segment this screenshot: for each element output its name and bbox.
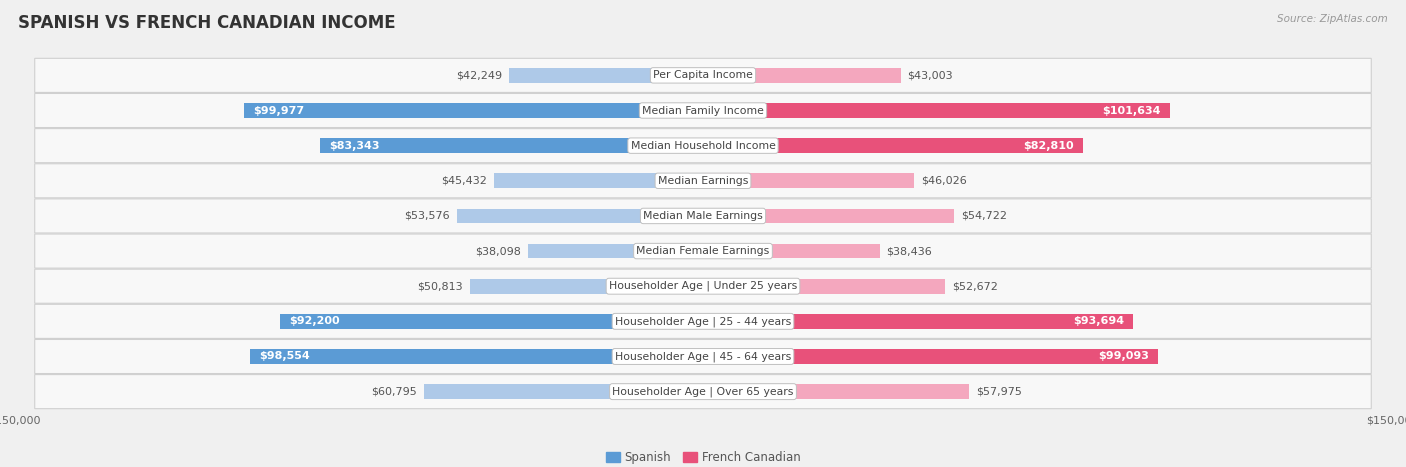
Bar bbox=[457, 209, 703, 223]
Text: $45,432: $45,432 bbox=[441, 176, 488, 186]
Text: $92,200: $92,200 bbox=[288, 316, 339, 326]
Bar bbox=[703, 349, 1159, 364]
Bar bbox=[280, 314, 703, 329]
Text: $46,026: $46,026 bbox=[921, 176, 967, 186]
Bar bbox=[703, 103, 1170, 118]
Bar bbox=[703, 209, 955, 223]
Text: $43,003: $43,003 bbox=[907, 71, 953, 80]
Text: $42,249: $42,249 bbox=[456, 71, 502, 80]
Text: Median Household Income: Median Household Income bbox=[630, 141, 776, 151]
Text: $60,795: $60,795 bbox=[371, 387, 418, 396]
FancyBboxPatch shape bbox=[35, 128, 1371, 163]
Text: Median Female Earnings: Median Female Earnings bbox=[637, 246, 769, 256]
Text: Householder Age | Over 65 years: Householder Age | Over 65 years bbox=[612, 386, 794, 397]
Bar bbox=[250, 349, 703, 364]
Bar bbox=[703, 68, 900, 83]
Text: $52,672: $52,672 bbox=[952, 281, 998, 291]
Text: Householder Age | Under 25 years: Householder Age | Under 25 years bbox=[609, 281, 797, 291]
Text: $83,343: $83,343 bbox=[329, 141, 380, 151]
Bar bbox=[243, 103, 703, 118]
FancyBboxPatch shape bbox=[35, 199, 1371, 233]
Bar bbox=[703, 279, 945, 294]
Text: $57,975: $57,975 bbox=[976, 387, 1022, 396]
Bar bbox=[321, 138, 703, 153]
Bar bbox=[529, 244, 703, 258]
FancyBboxPatch shape bbox=[35, 234, 1371, 268]
Text: $98,554: $98,554 bbox=[260, 352, 311, 361]
FancyBboxPatch shape bbox=[35, 340, 1371, 374]
Text: $82,810: $82,810 bbox=[1024, 141, 1074, 151]
Legend: Spanish, French Canadian: Spanish, French Canadian bbox=[600, 446, 806, 467]
Bar bbox=[703, 173, 914, 188]
FancyBboxPatch shape bbox=[35, 269, 1371, 303]
Bar bbox=[703, 244, 880, 258]
FancyBboxPatch shape bbox=[35, 58, 1371, 92]
Text: $50,813: $50,813 bbox=[418, 281, 463, 291]
Bar bbox=[495, 173, 703, 188]
Text: $38,098: $38,098 bbox=[475, 246, 522, 256]
Text: Median Earnings: Median Earnings bbox=[658, 176, 748, 186]
Text: Median Family Income: Median Family Income bbox=[643, 106, 763, 115]
Bar bbox=[703, 314, 1133, 329]
Bar bbox=[423, 384, 703, 399]
Text: $99,977: $99,977 bbox=[253, 106, 304, 115]
Text: SPANISH VS FRENCH CANADIAN INCOME: SPANISH VS FRENCH CANADIAN INCOME bbox=[18, 14, 396, 32]
Text: $93,694: $93,694 bbox=[1073, 316, 1125, 326]
Text: Source: ZipAtlas.com: Source: ZipAtlas.com bbox=[1277, 14, 1388, 24]
FancyBboxPatch shape bbox=[35, 304, 1371, 339]
Text: $99,093: $99,093 bbox=[1098, 352, 1149, 361]
Text: $38,436: $38,436 bbox=[886, 246, 932, 256]
Bar bbox=[509, 68, 703, 83]
FancyBboxPatch shape bbox=[35, 93, 1371, 127]
Text: Median Male Earnings: Median Male Earnings bbox=[643, 211, 763, 221]
Text: $101,634: $101,634 bbox=[1102, 106, 1160, 115]
Bar bbox=[703, 138, 1084, 153]
Text: Householder Age | 25 - 44 years: Householder Age | 25 - 44 years bbox=[614, 316, 792, 326]
Text: Householder Age | 45 - 64 years: Householder Age | 45 - 64 years bbox=[614, 351, 792, 362]
Bar bbox=[703, 384, 969, 399]
Bar bbox=[470, 279, 703, 294]
Text: Per Capita Income: Per Capita Income bbox=[652, 71, 754, 80]
Text: $53,576: $53,576 bbox=[405, 211, 450, 221]
FancyBboxPatch shape bbox=[35, 164, 1371, 198]
Text: $54,722: $54,722 bbox=[962, 211, 1007, 221]
FancyBboxPatch shape bbox=[35, 375, 1371, 409]
